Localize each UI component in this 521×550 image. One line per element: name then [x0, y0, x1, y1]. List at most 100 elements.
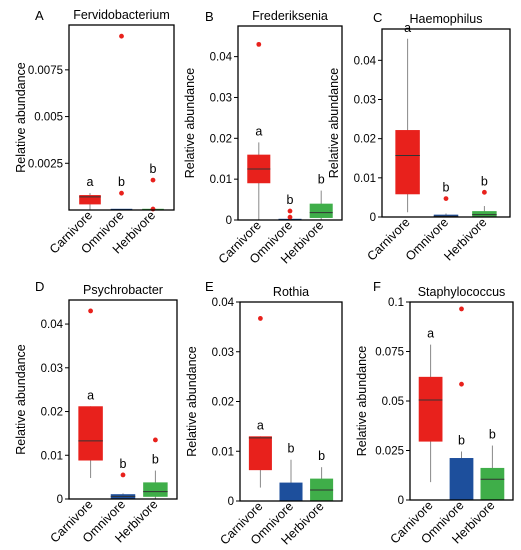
box-carnivore: a [78, 308, 103, 479]
plot-frame [409, 301, 514, 501]
y-axis-label: Relative abundance [355, 346, 369, 457]
box-body [418, 376, 443, 442]
outlier-point [150, 177, 156, 183]
y-tick-label: 0.04 [41, 319, 64, 331]
y-tick-label: 0.02 [210, 133, 232, 145]
box-body [309, 203, 333, 218]
outlier-point [443, 196, 449, 201]
box-body [143, 482, 168, 497]
box-omnivore: b [278, 193, 302, 221]
y-tick-label: 0.025 [375, 446, 404, 458]
y-tick-label: 0.01 [212, 446, 234, 458]
outlier-point [482, 189, 487, 195]
panel-b: B Frederiksenia Relative abundance 0 0.01 0.0… [183, 9, 343, 266]
panel-letter: D [35, 279, 44, 294]
significance-letter: b [152, 453, 159, 467]
box-omnivore: b [433, 181, 459, 217]
significance-letter: a [427, 327, 434, 341]
y-tick-label: 0.02 [41, 407, 63, 419]
y-axis-label: Relative abundance [14, 344, 28, 455]
box-herbivore: b [309, 173, 333, 220]
plot-frame [239, 301, 343, 502]
significance-letter: a [257, 418, 264, 432]
x-tick-label: Herbivore [441, 215, 489, 263]
box-carnivore: a [248, 316, 272, 488]
box-body [248, 436, 272, 471]
box-omnivore: b [279, 442, 303, 502]
panel-title: Staphylococcus [418, 285, 506, 299]
significance-letter: b [458, 433, 465, 447]
y-tick-label: 0 [228, 496, 234, 508]
significance-letter: a [255, 124, 262, 138]
box-omnivore: b [110, 33, 133, 211]
outlier-point [256, 41, 262, 47]
panel-f: F Staphylococcus Relative abundance 0 0.025 0… [355, 279, 514, 546]
significance-letter: b [118, 175, 125, 189]
box-body [472, 211, 497, 217]
box-herbivore: b [472, 174, 497, 217]
outlier-point [459, 306, 464, 312]
y-axis-label: Relative abundance [327, 68, 341, 179]
plot-frame [68, 299, 178, 500]
box-body [480, 467, 505, 500]
y-tick-label: 0.1 [388, 297, 404, 309]
panel-title: Fervidobacterium [73, 8, 170, 22]
outlier-point [287, 208, 293, 214]
y-tick-label: 0.03 [210, 92, 232, 104]
box-body [279, 482, 303, 501]
panel-letter: A [35, 8, 44, 23]
significance-letter: b [318, 173, 325, 187]
panel-title: Psychrobacter [83, 283, 163, 297]
panel-letter: B [205, 9, 214, 24]
y-tick-label: 0.01 [210, 174, 232, 186]
y-tick-label: 0.03 [354, 95, 376, 107]
y-tick-label: 0.02 [212, 397, 234, 409]
y-axis-label: Relative abundance [183, 68, 197, 179]
box-carnivore: a [247, 41, 271, 220]
significance-letter: b [318, 449, 325, 463]
box-herbivore: b [142, 162, 164, 212]
y-tick-label: 0.04 [212, 297, 235, 309]
y-tick-label: 0.0075 [28, 65, 63, 77]
significance-letter: b [288, 442, 295, 456]
outlier-point [287, 214, 293, 220]
box-body [449, 458, 474, 500]
outlier-point [258, 316, 263, 321]
panel-e: E Rothia Relative abundance 0 0.01 0.02 0.03 0.… [185, 279, 343, 547]
y-tick-label: 0.03 [41, 363, 63, 375]
significance-letter: a [404, 21, 411, 35]
y-tick-label: 0.01 [354, 173, 376, 185]
y-tick-label: 0.005 [34, 112, 63, 124]
significance-letter: b [481, 174, 488, 188]
panel-letter: E [205, 279, 214, 294]
plot-frame [68, 24, 175, 211]
y-tick-label: 0 [398, 495, 404, 507]
y-tick-label: 0.075 [375, 347, 404, 359]
box-carnivore: a [79, 175, 101, 210]
outlier-point [153, 437, 158, 443]
panel-title: Frederiksenia [252, 9, 328, 23]
panel-title: Haemophilus [410, 12, 483, 26]
panel-a: A Fervidobacterium Relative abundance 0.002… [14, 8, 175, 256]
plot-frame [381, 28, 511, 218]
significance-letter: b [120, 457, 127, 471]
y-tick-label: 0.03 [212, 347, 234, 359]
y-tick-label: 0.04 [210, 52, 233, 64]
box-carnivore: a [395, 21, 420, 213]
box-body [433, 214, 459, 217]
panel-letter: F [373, 279, 381, 294]
y-tick-label: 0.04 [354, 55, 377, 67]
panel-letter: C [373, 10, 382, 25]
y-axis-label: Relative abundance [14, 62, 28, 173]
panel-d: D Psychrobacter Relative abundance 0 0.01 0.0… [14, 279, 178, 545]
y-axis-label: Relative abundance [185, 346, 199, 457]
significance-letter: a [87, 388, 94, 402]
y-tick-label: 0.02 [354, 134, 376, 146]
significance-letter: b [150, 162, 157, 176]
box-carnivore: a [418, 327, 443, 483]
y-tick-label: 0.01 [41, 450, 63, 462]
y-tick-label: 0 [57, 494, 63, 506]
outlier-point [150, 206, 156, 212]
box-body [79, 195, 101, 205]
box-body [78, 406, 103, 461]
